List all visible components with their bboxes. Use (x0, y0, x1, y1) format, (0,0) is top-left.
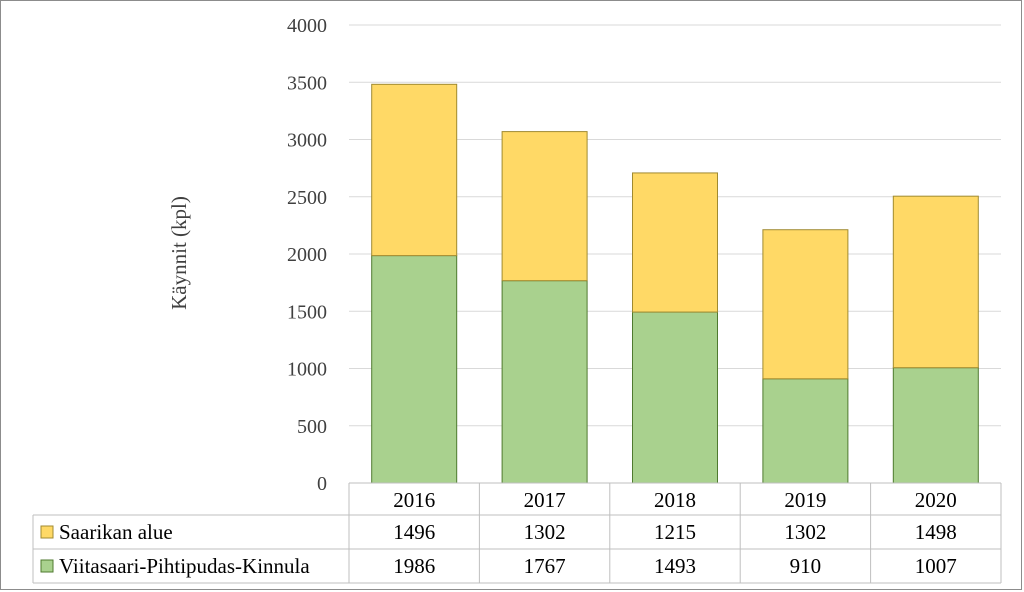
legend-swatch (40, 559, 54, 573)
bar-viitasaari-pihtipudas-kinnula-2016 (371, 255, 458, 484)
data-label: 1007 (915, 554, 957, 578)
data-label: 1302 (784, 520, 826, 544)
y-tick-label: 2500 (287, 187, 327, 209)
data-label: 1767 (524, 554, 566, 578)
legend-swatch (40, 525, 54, 539)
legend-label: Saarikan alue (59, 520, 173, 544)
y-axis-label: Käynnit (kpl) (167, 196, 191, 310)
y-tick-label: 2000 (287, 244, 327, 266)
bar-viitasaari-pihtipudas-kinnula-2018 (632, 311, 718, 484)
x-tick-label: 2020 (915, 488, 957, 512)
data-label: 1496 (393, 520, 435, 544)
bar-saarikan-alue-2018 (632, 172, 718, 313)
data-label: 1302 (524, 520, 566, 544)
bar-saarikan-alue-2020 (892, 195, 979, 369)
x-tick-label: 2016 (393, 488, 435, 512)
y-tick-label: 0 (317, 473, 327, 495)
bars (371, 83, 979, 484)
data-label: 910 (790, 554, 822, 578)
y-axis: 0 500 1000 1500 2000 2500 3000 3500 4000 (287, 15, 327, 495)
data-label: 1986 (393, 554, 435, 578)
y-tick-label: 4000 (287, 15, 327, 37)
x-tick-label: 2019 (784, 488, 826, 512)
data-label: 1493 (654, 554, 696, 578)
data-label: 1215 (654, 520, 696, 544)
bar-saarikan-alue-2019 (762, 229, 849, 380)
data-label: 1498 (915, 520, 957, 544)
y-tick-label: 500 (297, 416, 327, 438)
y-tick-label: 1500 (287, 301, 327, 323)
legend-label: Viitasaari-Pihtipudas-Kinnula (59, 554, 310, 578)
x-tick-label: 2017 (524, 488, 566, 512)
y-tick-label: 3000 (287, 130, 327, 152)
bar-viitasaari-pihtipudas-kinnula-2017 (501, 280, 588, 484)
y-tick-label: 3500 (287, 72, 327, 94)
x-tick-label: 2018 (654, 488, 696, 512)
data-table: 2016 2017 2018 2019 2020 Saarikan alue 1496 130… (32, 482, 1002, 584)
bar-saarikan-alue-2016 (371, 83, 458, 257)
bar-saarikan-alue-2017 (501, 131, 588, 282)
bar-viitasaari-pihtipudas-kinnula-2019 (762, 378, 849, 484)
bar-viitasaari-pihtipudas-kinnula-2020 (892, 367, 979, 484)
y-tick-label: 1000 (287, 359, 327, 381)
